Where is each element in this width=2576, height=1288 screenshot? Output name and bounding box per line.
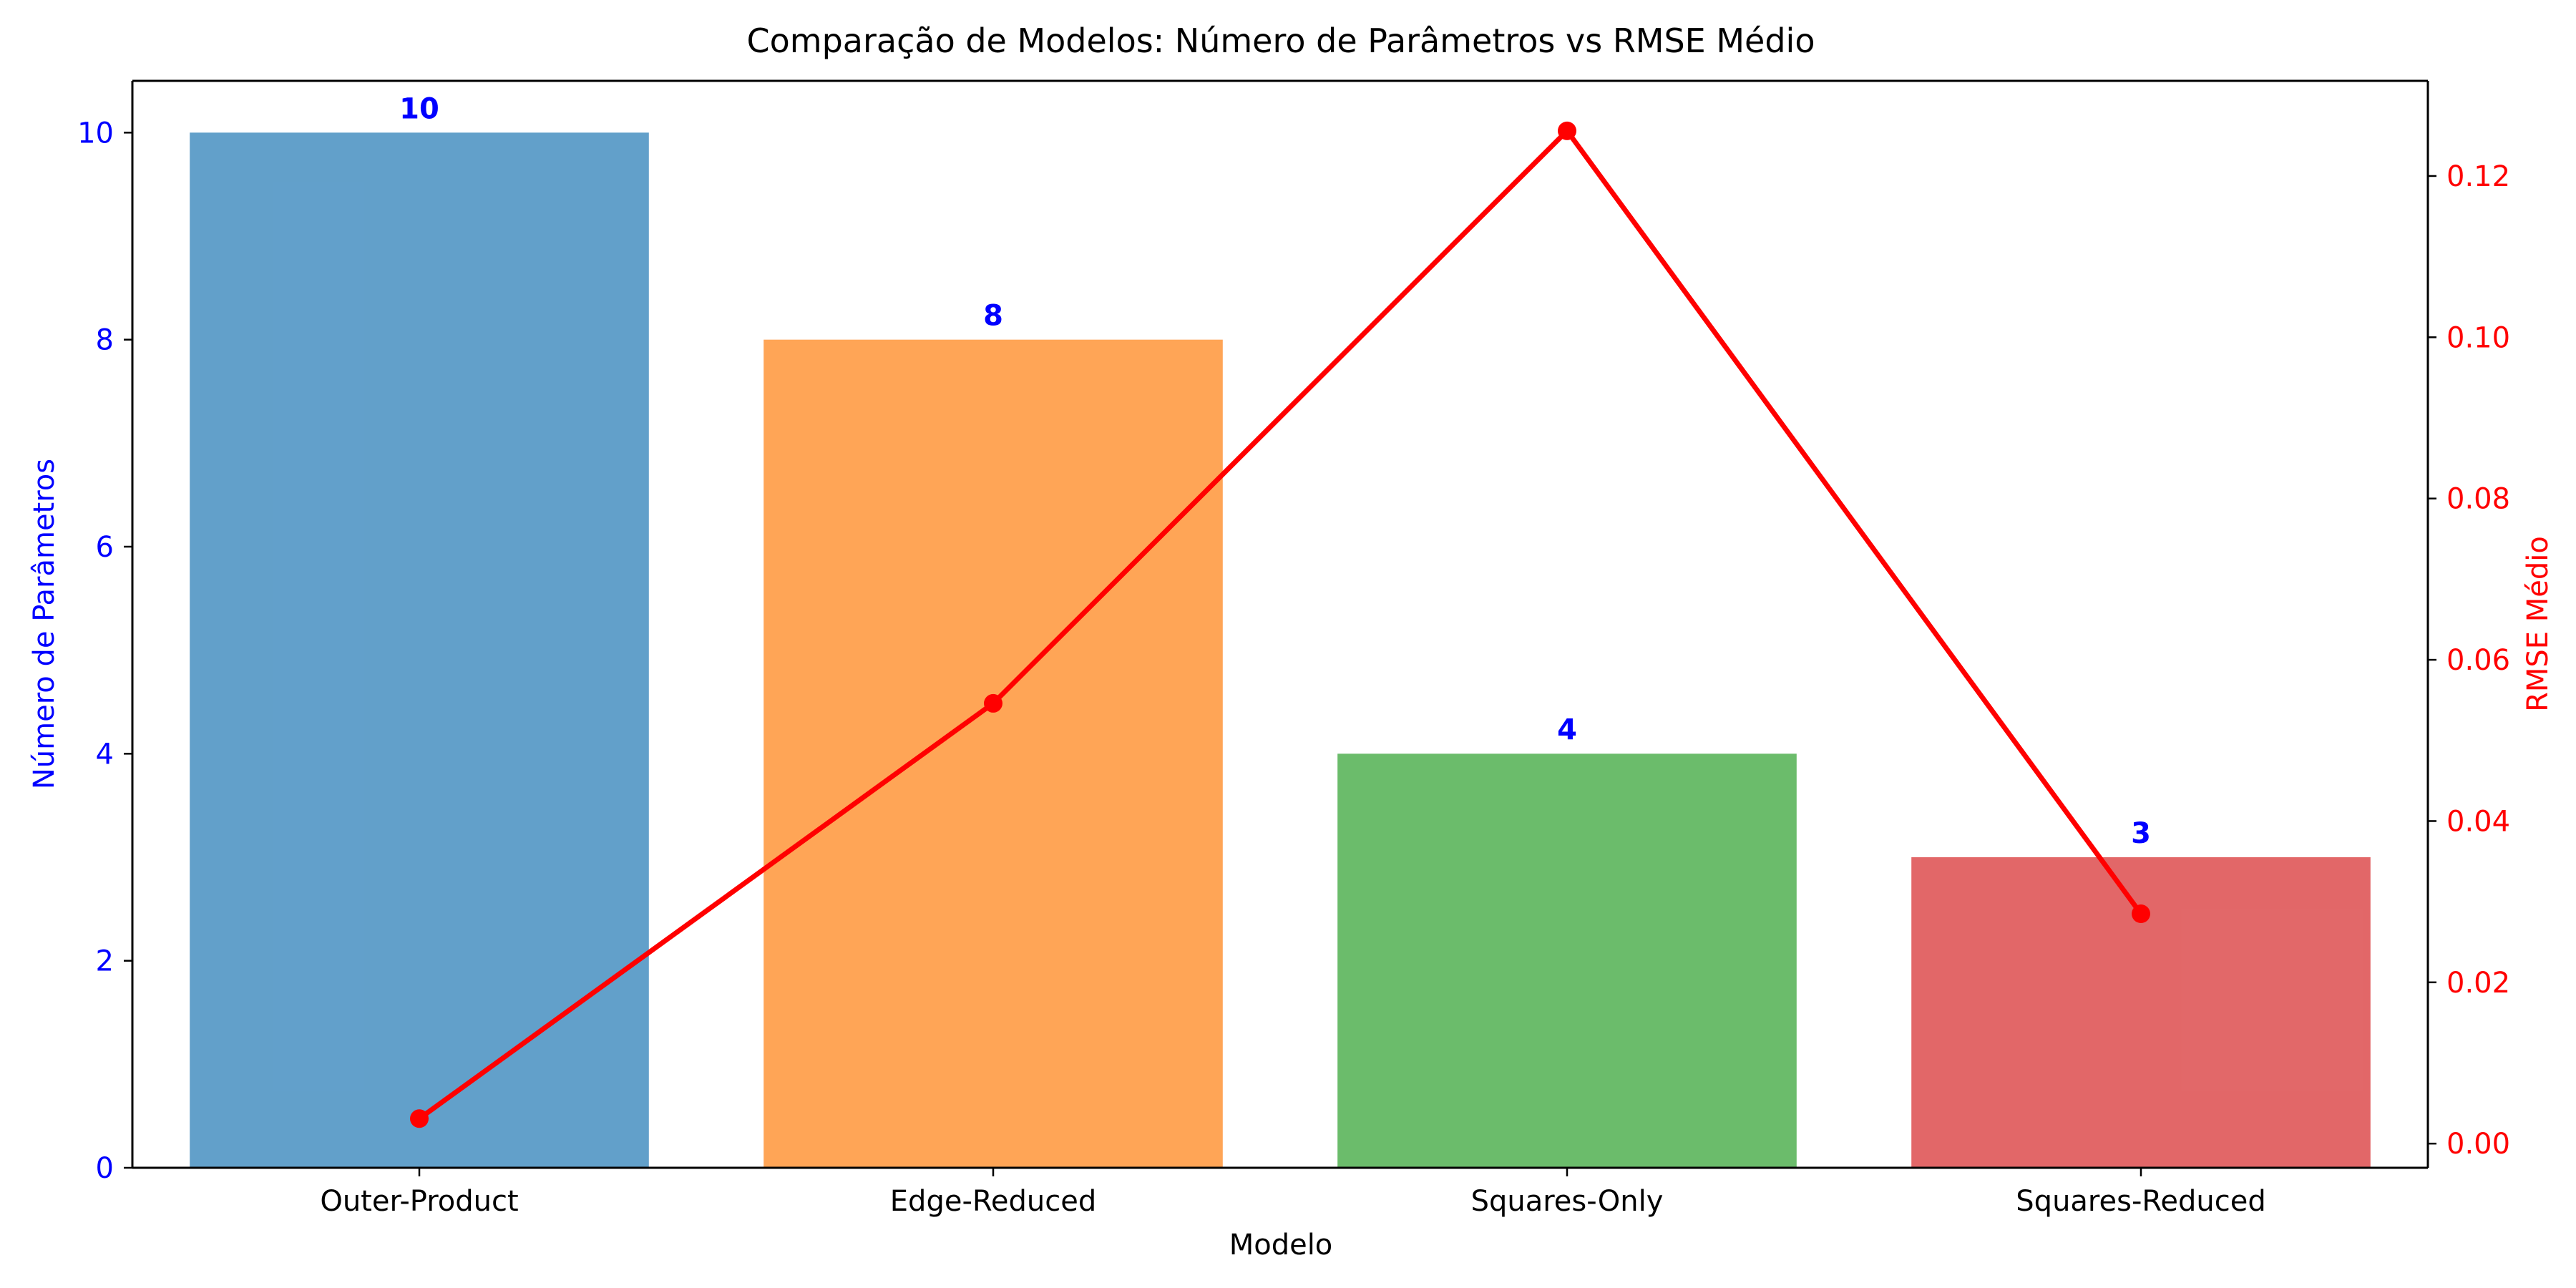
- right-y-axis-label: RMSE Médio: [2522, 536, 2555, 712]
- rmse-line-layer: [410, 121, 2150, 1128]
- x-tick-label: Edge-Reduced: [890, 1185, 1096, 1218]
- x-tick-label: Outer-Product: [320, 1185, 518, 1218]
- rmse-marker: [984, 693, 1002, 713]
- axes-layer: [124, 79, 2436, 1176]
- bar-value-label: 3: [2131, 817, 2151, 850]
- x-tick-label: Squares-Only: [1471, 1185, 1664, 1218]
- left-tick-label: 4: [96, 738, 114, 771]
- bar-value-label: 8: [983, 300, 1003, 333]
- right-tick-label: 0.04: [2446, 805, 2510, 838]
- bar-squares-reduced: [1911, 857, 2371, 1168]
- bars-layer: [190, 132, 2371, 1169]
- bar-value-label: 10: [399, 92, 439, 125]
- bar-value-label: 4: [1557, 713, 1577, 746]
- left-tick-label: 2: [96, 945, 114, 978]
- chart-title: Comparação de Modelos: Número de Parâmet…: [747, 21, 1815, 60]
- x-tick-label: Squares-Reduced: [2016, 1185, 2265, 1218]
- left-tick-label: 0: [96, 1152, 114, 1185]
- left-tick-label: 10: [77, 117, 114, 150]
- right-tick-label: 0.08: [2446, 483, 2510, 516]
- x-axis-label: Modelo: [1229, 1229, 1333, 1262]
- right-tick-label: 0.10: [2446, 321, 2510, 354]
- right-tick-label: 0.00: [2446, 1128, 2510, 1161]
- right-tick-label: 0.12: [2446, 160, 2510, 193]
- right-tick-label: 0.06: [2446, 644, 2510, 677]
- rmse-marker: [1558, 121, 1576, 140]
- labels-layer: 10 8 4 3 0 2 4 6 8 10 0.00 0.02 0.04 0.06 0.08 0.10 0.12…: [77, 92, 2510, 1218]
- right-tick-label: 0.02: [2446, 967, 2510, 1000]
- left-tick-label: 8: [96, 324, 114, 357]
- bar-edge-reduced: [763, 339, 1223, 1169]
- rmse-marker: [410, 1109, 429, 1128]
- left-y-axis-label: Número de Parâmetros: [28, 459, 61, 789]
- left-tick-label: 6: [96, 531, 114, 564]
- rmse-line: [416, 128, 2144, 1121]
- bar-outer-product: [190, 132, 649, 1168]
- bar-squares-only: [1337, 753, 1797, 1168]
- rmse-marker: [2132, 904, 2150, 924]
